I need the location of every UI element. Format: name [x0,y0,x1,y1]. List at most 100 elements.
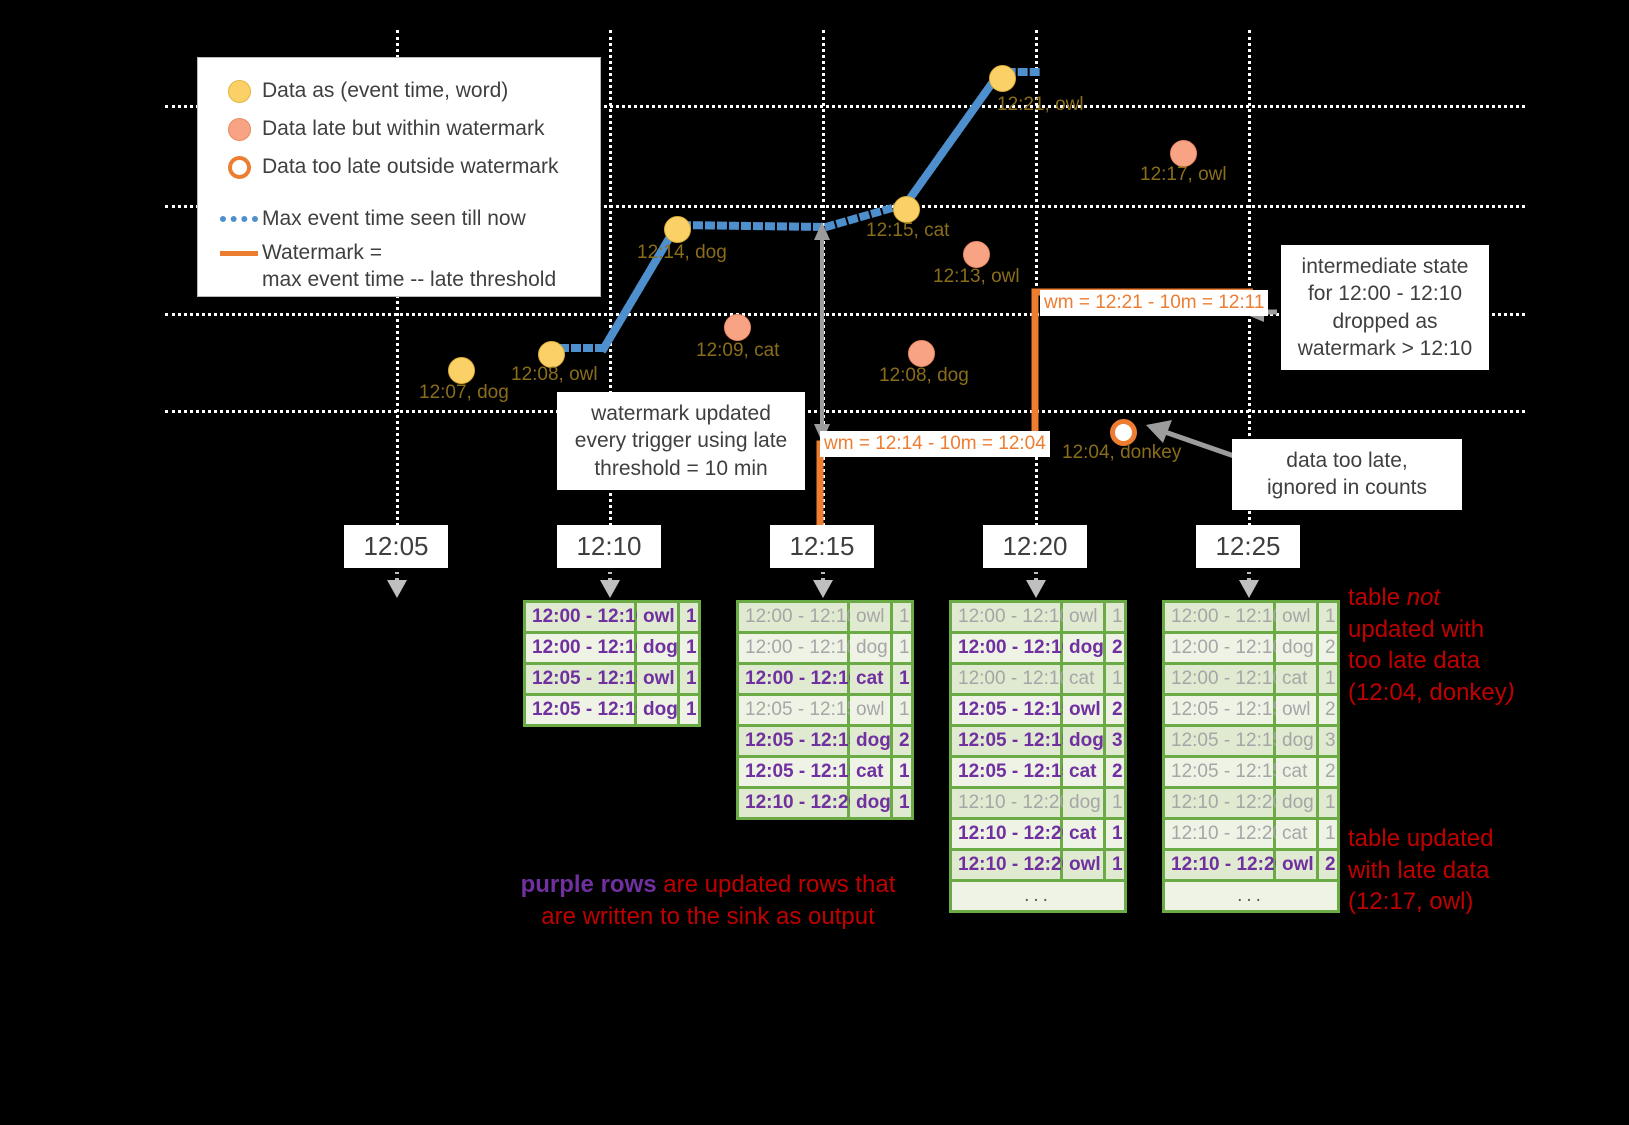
cell-count: 1 [893,696,911,724]
table-row: 12:00 - 12:10 owl 1 [739,603,911,631]
data-point-label: 12:08, owl [511,364,598,385]
data-too-late-callout: data too late, ignored in counts [1232,439,1462,510]
data-point-label: 12:13, owl [933,266,1020,287]
cell-word: cat [1276,820,1316,848]
table-row: ... [1165,882,1337,910]
callout-line: watermark updated [591,402,771,425]
result-table-1210: 12:00 - 12:10 owl 1 12:00 - 12:10 dog 1 12:05 … [523,600,701,727]
note-updated-line-2: with late data [1348,856,1490,884]
cell-window: 12:00 - 12:10 [1165,665,1283,693]
cell-word: owl [850,696,890,724]
data-point-salmon [1170,140,1197,167]
table-row: 12:10 - 12:20 cat 1 [952,820,1124,848]
cell-count: 1 [1106,851,1124,879]
cell-word: cat [1063,820,1103,848]
legend-box: Data as (event time, word) Data late but… [197,57,601,297]
intermediate-state-callout: intermediate state for 12:00 - 12:10 dropp… [1281,245,1489,371]
data-point-label: 12:14, dog [637,242,727,263]
cell-count: 1 [1106,665,1124,693]
table-row: 12:00 - 12:10 cat 1 [952,665,1124,693]
data-point-yellow [893,196,920,223]
cell-word: owl [637,665,677,693]
cell-word: owl [1276,696,1316,724]
cell-count: 1 [1319,820,1337,848]
data-point-salmon [724,314,751,341]
cell-window: 12:10 - 12:20 [952,851,1072,879]
note-line-2: updated with [1348,615,1485,643]
cell-window: 12:05 - 12:15 [739,727,859,755]
cell-count: 1 [680,696,698,724]
data-point-label: 12:17, owl [1140,164,1227,185]
table-row: 12:05 - 12:15 dog 1 [526,696,698,724]
note-table-updated-late: table updated with late data (12:17, owl… [1348,823,1610,918]
cell-word: dog [1063,789,1103,817]
gridline-vertical [822,30,825,550]
cell-word: cat [1063,665,1103,693]
result-table-1215: 12:00 - 12:10 owl 1 12:00 - 12:10 dog 1 12:00 … [736,600,914,820]
note-emphasis-not: not [1406,584,1441,611]
table-row: 12:00 - 12:10 cat 1 [1165,665,1337,693]
data-point-salmon [908,340,935,367]
cell-window: 12:00 - 12:10 [952,665,1070,693]
gridline-horizontal [165,410,1525,413]
trigger-time-1210[interactable]: 12:10 [557,525,661,568]
watermark-update-callout: watermark updated every trigger using lat… [557,392,805,490]
cell-word: owl [850,603,890,631]
note-line-4a: (12:04, donkey [1348,679,1507,707]
data-point-yellow [989,65,1016,92]
legend-label: Max event time seen till now [262,207,526,230]
table-row: 12:10 - 12:20 owl 2 [1165,851,1337,879]
trigger-time-1220[interactable]: 12:20 [983,525,1087,568]
table-row: 12:05 - 12:15 owl 2 [1165,696,1337,724]
table-row-ellipsis: ... [1165,882,1337,910]
legend-item-too-late: Data too late outside watermark [216,148,582,186]
trigger-time-1205[interactable]: 12:05 [344,525,448,568]
cell-window: 12:10 - 12:20 [952,789,1070,817]
callout-line: every trigger using late [574,429,788,453]
cell-count: 1 [893,789,911,817]
cell-window: 12:00 - 12:10 [739,603,857,631]
cell-word: owl [637,603,677,631]
legend-label: Watermark = [262,241,382,264]
table-row: 12:05 - 12:15 dog 3 [952,727,1124,755]
cell-word: dog [850,634,890,662]
note-updated-line-1: table updated [1348,825,1494,852]
table-row: 12:05 - 12:15 owl 1 [526,665,698,693]
cell-count: 2 [1319,851,1337,879]
table-row: ... [952,882,1124,910]
cell-window: 12:05 - 12:15 [739,696,857,724]
cell-window: 12:05 - 12:15 [1165,727,1283,755]
note-table-not-updated: table not updated with too late data (12… [1348,582,1610,709]
table-row: 12:00 - 12:10 owl 1 [952,603,1124,631]
caption-line-2: are written to the sink as output [541,902,875,930]
table-row: 12:05 - 12:15 owl 2 [952,696,1124,724]
legend-label: Data too late outside watermark [262,155,559,178]
cell-window: 12:00 - 12:10 [526,603,646,631]
caption-purple-rows: purple rows [520,871,657,898]
cell-word: dog [850,727,891,755]
cell-window: 12:05 - 12:15 [526,665,646,693]
cell-word: owl [1063,696,1103,724]
cell-count: 1 [680,665,698,693]
data-point-label: 12:08, dog [879,365,969,386]
cell-count: 2 [1319,634,1337,662]
cell-word: owl [1276,851,1316,879]
table-row: 12:10 - 12:20 dog 1 [739,789,911,817]
table-row: 12:00 - 12:10 dog 1 [739,634,911,662]
trigger-drop-arrow [600,572,620,598]
data-point-yellow [664,216,691,243]
callout-line: for 12:00 - 12:10 [1307,282,1463,306]
cell-window: 12:05 - 12:15 [952,696,1072,724]
data-point-yellow [538,341,565,368]
table-row: 12:10 - 12:20 cat 1 [1165,820,1337,848]
cell-count: 1 [1319,603,1337,631]
note-line-1a: table [1348,584,1407,611]
trigger-time-1215[interactable]: 12:15 [770,525,874,568]
orange-solid-line-icon [216,250,262,256]
trigger-drop-arrow [387,572,407,598]
cell-window: 12:00 - 12:10 [739,634,857,662]
legend-label: Data late but within watermark [262,117,545,140]
trigger-time-1225[interactable]: 12:25 [1196,525,1300,568]
cell-window: 12:05 - 12:15 [1165,696,1283,724]
cell-word: cat [850,665,890,693]
